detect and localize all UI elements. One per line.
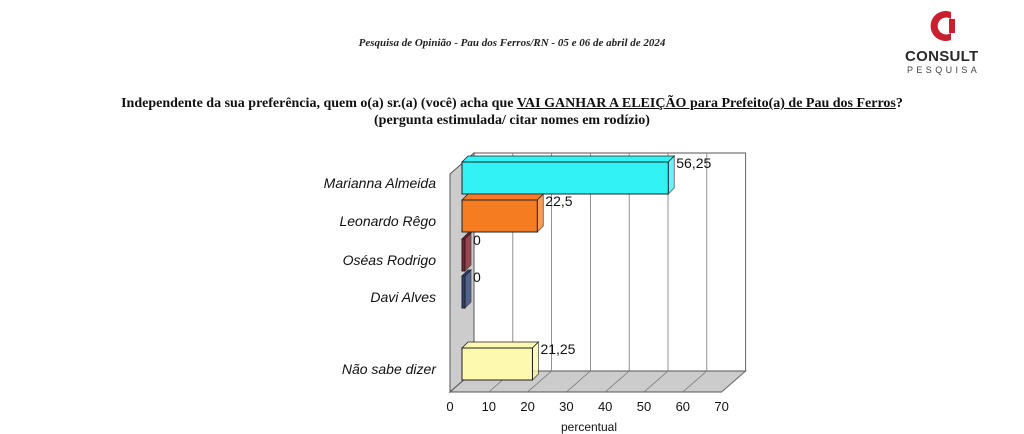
grid-floor-line <box>721 370 746 393</box>
category-label: Não sabe dizer <box>342 361 438 377</box>
bar <box>461 275 466 309</box>
bar-top-face <box>461 341 540 349</box>
x-tick-label: 0 <box>446 399 453 414</box>
question-post: ? <box>895 96 903 111</box>
bar <box>461 238 466 272</box>
question-text: Independente da sua preferência, quem o(… <box>0 95 1024 129</box>
value-label: 0 <box>473 232 481 248</box>
x-tick-label: 40 <box>598 399 612 414</box>
logo-name: CONSULT <box>905 48 979 65</box>
question-pre: Independente da sua preferência, quem o(… <box>121 96 517 111</box>
x-axis-title: percentual <box>561 420 617 434</box>
bar <box>461 199 538 233</box>
x-tick-label: 70 <box>714 399 728 414</box>
x-tick-label: 50 <box>637 399 651 414</box>
grid-floor-line <box>643 370 669 393</box>
bar-side-face <box>464 232 472 272</box>
value-label: 56,25 <box>676 155 711 171</box>
value-label: 21,25 <box>540 341 575 357</box>
survey-subtitle: Pesquisa de Opinião - Pau dos Ferros/RN … <box>358 37 666 49</box>
consult-logo-icon <box>930 11 955 41</box>
x-tick-label: 60 <box>676 399 690 414</box>
category-label: Davi Alves <box>370 289 436 305</box>
question-line-2: (pergunta estimulada/ citar nomes em rod… <box>374 113 650 128</box>
x-tick-label: 20 <box>520 399 534 414</box>
bar-side-face <box>532 341 539 381</box>
value-label: 22,5 <box>545 193 572 209</box>
bar <box>461 161 669 195</box>
category-label: Marianna Almeida <box>324 175 437 191</box>
bar-side-face <box>464 269 472 309</box>
bar-side-face <box>536 193 544 233</box>
bar-side-face <box>667 155 675 195</box>
bar-top-face <box>461 155 676 163</box>
x-tick-label: 30 <box>559 399 573 414</box>
question-underlined: VAI GANHAR A ELEIÇÃO para Prefeito(a) de… <box>516 96 896 111</box>
category-label: Oséas Rodrigo <box>343 252 437 268</box>
bar <box>461 347 533 381</box>
bar-top-face <box>461 193 545 201</box>
grid-floor-line <box>566 370 591 393</box>
x-tick-label: 10 <box>482 399 496 414</box>
grid-floor-line <box>527 370 552 393</box>
grid-floor-line <box>604 370 630 393</box>
consult-logo: CONSULT PESQUISA <box>893 6 1013 76</box>
grid-floor-line <box>682 370 708 393</box>
category-label: Leonardo Rêgo <box>339 213 436 229</box>
logo-subtitle: PESQUISA <box>907 65 981 75</box>
question-line-1: Independente da sua preferência, quem o(… <box>0 95 1024 112</box>
value-label: 0 <box>473 269 481 285</box>
